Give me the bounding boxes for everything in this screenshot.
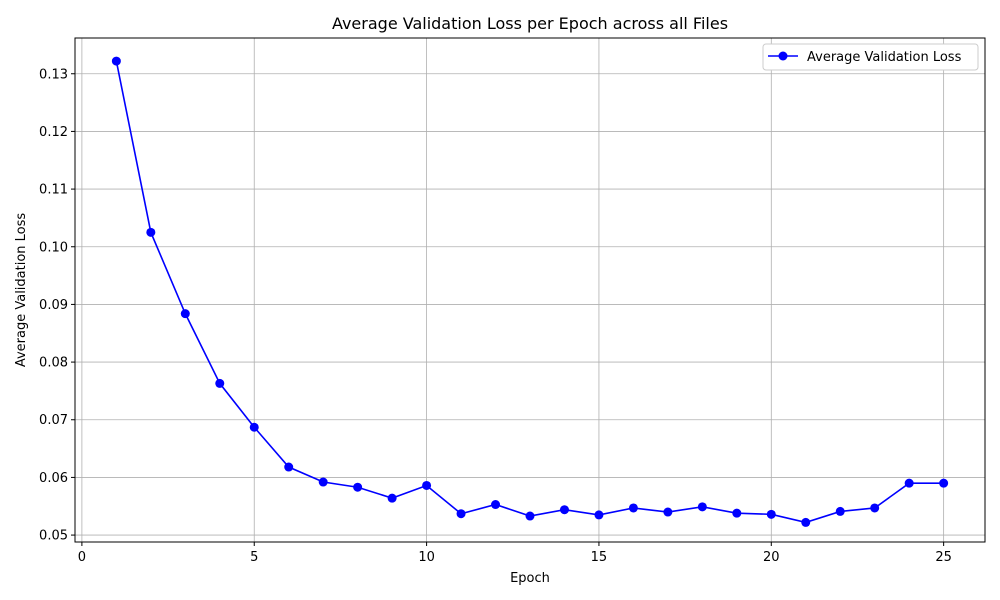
data-point [180, 309, 190, 319]
data-point [146, 227, 156, 237]
data-point [697, 502, 707, 512]
data-point [939, 478, 949, 488]
data-point [491, 500, 501, 510]
data-point [284, 462, 294, 472]
data-point [732, 508, 742, 518]
data-point [249, 422, 259, 432]
data-point [663, 507, 673, 517]
y-tick-label: 0.08 [39, 356, 68, 371]
data-point [835, 506, 845, 516]
data-point [422, 480, 432, 490]
series-line [115, 60, 944, 524]
y-tick-label: 0.05 [39, 529, 68, 544]
x-tick-label: 10 [418, 550, 435, 565]
legend-label: Average Validation Loss [807, 50, 962, 65]
x-tick-label: 20 [763, 550, 780, 565]
data-point [628, 503, 638, 513]
data-point [456, 509, 466, 519]
x-axis-label: Epoch [510, 571, 550, 586]
data-point [318, 477, 328, 487]
data-point [594, 510, 604, 520]
data-point [904, 478, 914, 488]
y-tick-label: 0.13 [39, 67, 68, 82]
x-tick-label: 15 [591, 550, 608, 565]
x-tick-label: 5 [250, 550, 258, 565]
x-tick-label: 25 [935, 550, 952, 565]
data-point [525, 511, 535, 521]
plot-area [74, 37, 986, 543]
data-point [801, 517, 811, 527]
y-tick-label: 0.09 [39, 298, 68, 313]
y-axis-label: Average Validation Loss [14, 213, 29, 368]
chart-title: Average Validation Loss per Epoch across… [332, 14, 728, 33]
y-axis: 0.05 0.06 0.07 0.08 0.09 0.10 0.11 0.12 0.13 [39, 67, 75, 544]
data-point [559, 505, 569, 515]
data-point [766, 509, 776, 519]
data-point [870, 503, 880, 513]
data-point [215, 378, 225, 388]
y-tick-label: 0.06 [39, 471, 68, 486]
data-point [387, 493, 397, 503]
x-axis: 0 5 10 15 20 25 [78, 542, 952, 565]
y-tick-label: 0.07 [39, 413, 68, 428]
data-point [353, 482, 363, 492]
grid [75, 38, 985, 542]
x-tick-label: 0 [78, 550, 86, 565]
y-tick-label: 0.12 [39, 125, 68, 140]
series-layer [111, 56, 949, 527]
legend-marker [778, 51, 788, 61]
data-point [111, 56, 121, 66]
y-tick-label: 0.10 [39, 240, 68, 255]
y-tick-label: 0.11 [39, 183, 68, 198]
legend-box [762, 43, 979, 71]
legend: Average Validation Loss [762, 43, 979, 71]
